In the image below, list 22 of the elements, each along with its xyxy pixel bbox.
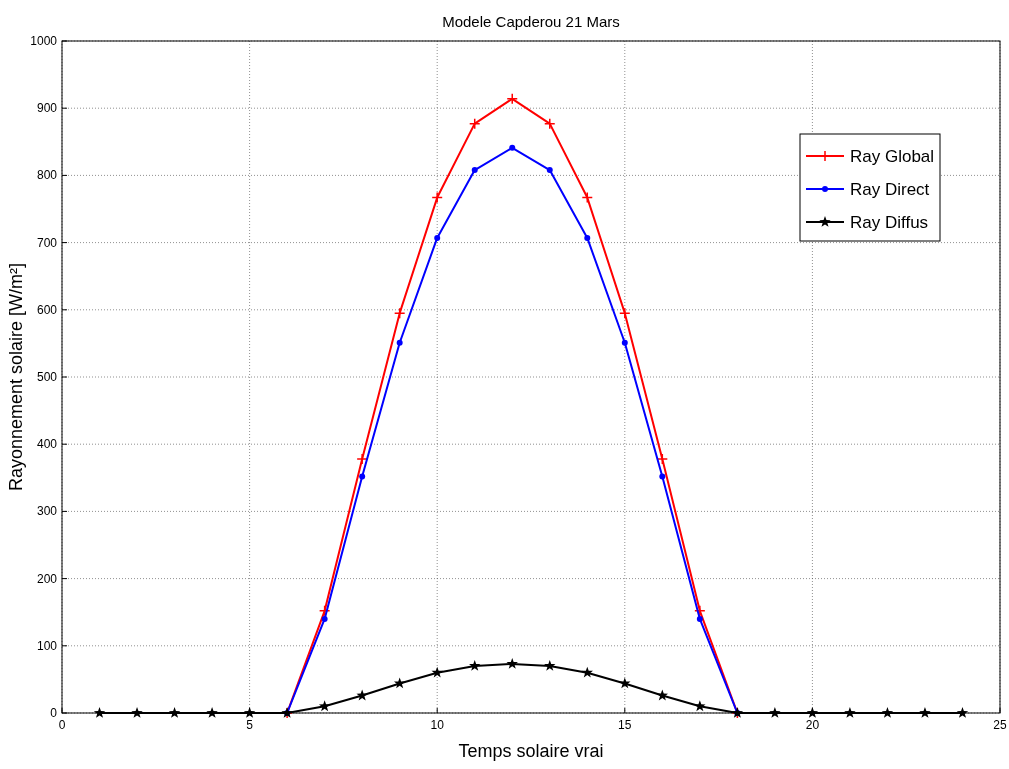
- y-tick-label: 400: [36, 437, 58, 452]
- y-tick-label: 800: [36, 168, 58, 183]
- y-tick-label: 700: [36, 235, 58, 250]
- legend-label: Ray Global: [850, 147, 935, 166]
- x-tick-label: 25: [993, 718, 1007, 732]
- x-tick-label: 5: [246, 718, 254, 732]
- y-tick-label: 200: [36, 571, 58, 586]
- y-tick-label: 0: [50, 706, 58, 720]
- x-tick-label: 20: [805, 718, 820, 732]
- legend-label: Ray Diffus: [850, 213, 929, 232]
- chart-title: Modele Capderou 21 Mars: [442, 13, 620, 30]
- y-axis-title: Rayonnement solaire [W/m²]: [6, 262, 26, 492]
- y-tick-label: 600: [36, 302, 58, 317]
- x-tick-label: 15: [618, 718, 632, 732]
- y-tick-label: 100: [36, 638, 58, 653]
- x-axis-title: Temps solaire vrai: [458, 741, 604, 761]
- y-tick-label: 500: [36, 370, 58, 384]
- y-tick-label: 900: [36, 101, 58, 116]
- y-tick-label: 1000: [30, 34, 58, 48]
- legend-label: Ray Direct: [850, 180, 930, 199]
- y-tick-label: 300: [36, 504, 58, 519]
- x-tick-label: 10: [430, 718, 445, 732]
